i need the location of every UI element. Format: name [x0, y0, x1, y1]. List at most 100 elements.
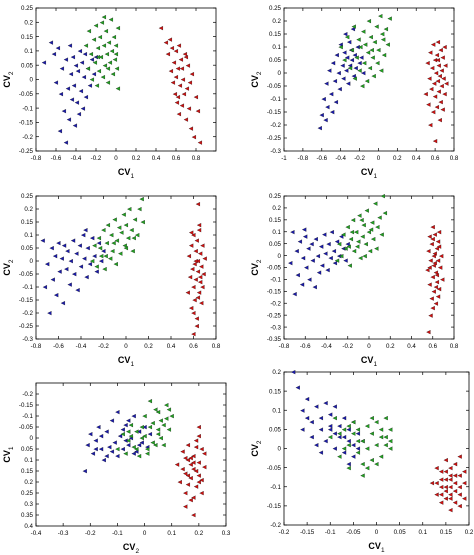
data-point: ◄ — [101, 14, 107, 21]
x-tick-label: -0.8 — [31, 343, 42, 350]
y-tick-label: -0.25 — [19, 148, 34, 155]
data-point: ◄ — [44, 261, 50, 268]
y-tick-label: -0.15 — [19, 402, 34, 409]
data-point: ◄ — [185, 457, 191, 464]
data-point: ◄ — [371, 39, 377, 46]
data-point: ◄ — [196, 424, 202, 431]
data-point: ◄ — [63, 266, 69, 273]
data-point: ◄ — [168, 68, 174, 75]
data-point: ◄ — [341, 49, 347, 56]
series-1: ◄◄◄◄◄◄◄◄◄◄◄◄◄◄◄◄◄◄◄◄◄◄◄◄◄◄◄◄◄◄◄◄◄◄◄ — [290, 369, 366, 468]
y-tick-label: 0.3 — [24, 501, 33, 508]
data-point: ◄ — [424, 60, 430, 67]
data-point: ◄ — [337, 42, 343, 49]
data-point: ◄ — [433, 284, 439, 291]
y-tick-label: 0.05 — [21, 62, 34, 69]
data-point: ◄ — [100, 74, 106, 81]
data-point: ◄ — [356, 60, 362, 67]
data-point: ◄ — [147, 424, 153, 431]
data-point: ◄ — [345, 81, 351, 88]
data-point: ◄ — [202, 256, 208, 263]
data-point: ◄ — [353, 229, 359, 236]
data-point: ◄ — [149, 420, 155, 427]
data-point: ◄ — [341, 57, 347, 64]
data-point: ◄ — [378, 434, 384, 441]
data-point: ◄ — [123, 245, 129, 252]
y-tick-label: -0.05 — [19, 91, 34, 98]
data-point: ◄ — [89, 77, 95, 84]
data-point: ◄ — [73, 250, 79, 257]
data-point: ◄ — [347, 65, 353, 72]
data-point: ◄ — [347, 62, 353, 69]
data-point: ◄ — [190, 284, 196, 291]
data-point: ◄ — [336, 453, 342, 460]
data-point: ◄ — [177, 82, 183, 89]
y-tick-label: 0.2 — [272, 18, 281, 25]
y-axis-label: CV2 — [250, 259, 263, 276]
series-2: ◄◄◄◄◄◄◄◄◄◄◄◄◄◄◄◄◄◄◄◄◄◄◄◄◄◄◄◄◄◄◄◄◄◄◄ — [114, 398, 175, 460]
data-point: ◄ — [94, 263, 100, 270]
data-point: ◄ — [431, 289, 437, 296]
data-point: ◄ — [191, 261, 197, 268]
data-point: ◄ — [429, 480, 435, 487]
data-point: ◄ — [77, 243, 83, 250]
y-tick-label: -0.2 — [270, 522, 281, 529]
y-tick-label: 0.2 — [24, 206, 33, 213]
data-point: ◄ — [332, 404, 338, 411]
data-point: ◄ — [316, 269, 322, 276]
data-point: ◄ — [95, 424, 101, 431]
data-point: ◄ — [438, 99, 444, 106]
data-point: ◄ — [447, 495, 453, 502]
data-point: ◄ — [188, 125, 194, 132]
x-tick-label: 0 — [114, 155, 118, 162]
data-point: ◄ — [198, 446, 204, 453]
data-point: ◄ — [101, 457, 107, 464]
data-point: ◄ — [313, 236, 319, 243]
data-point: ◄ — [354, 44, 360, 51]
data-point: ◄ — [366, 18, 372, 25]
y-tick-label: 0.1 — [272, 44, 281, 51]
data-point: ◄ — [196, 473, 202, 480]
x-tick-label: -0.05 — [346, 529, 361, 536]
data-point: ◄ — [361, 60, 367, 67]
data-point: ◄ — [113, 51, 119, 58]
series-3: ◄◄◄◄◄◄◄◄◄◄◄◄◄◄◄◄◄◄◄◄◄◄◄◄◄◄◄◄◄◄◄◄◄◄◄ — [424, 224, 446, 336]
data-point: ◄ — [55, 45, 61, 52]
x-tick-label: 0.2 — [393, 155, 402, 162]
data-point: ◄ — [436, 88, 442, 95]
data-point: ◄ — [134, 232, 140, 239]
data-point: ◄ — [133, 429, 139, 436]
data-point: ◄ — [432, 250, 438, 257]
data-point: ◄ — [326, 68, 332, 75]
data-point: ◄ — [109, 248, 115, 255]
data-point: ◄ — [348, 47, 354, 54]
data-point: ◄ — [66, 117, 72, 124]
data-point: ◄ — [332, 415, 338, 422]
data-point: ◄ — [289, 229, 295, 236]
data-point: ◄ — [357, 44, 363, 51]
data-point: ◄ — [139, 424, 145, 431]
data-point: ◄ — [185, 442, 191, 449]
data-point: ◄ — [105, 80, 111, 87]
y-tick-label: -0.2 — [270, 300, 281, 307]
data-point: ◄ — [360, 70, 366, 77]
y-tick-label: -0.2 — [22, 391, 33, 398]
data-point: ◄ — [84, 442, 90, 449]
y-axis-label: CV2 — [250, 71, 263, 88]
data-point: ◄ — [346, 39, 352, 46]
data-point: ◄ — [324, 104, 330, 111]
data-point: ◄ — [370, 55, 376, 62]
data-point: ◄ — [447, 476, 453, 483]
data-point: ◄ — [435, 293, 441, 300]
series-2: ◄◄◄◄◄◄◄◄◄◄◄◄◄◄◄◄◄◄◄◄◄◄◄◄◄◄◄◄◄◄◄◄◄◄◄ — [337, 13, 393, 90]
data-point: ◄ — [350, 217, 356, 224]
data-point: ◄ — [438, 499, 444, 506]
data-point: ◄ — [199, 243, 205, 250]
y-axis-label: CV2 — [2, 71, 15, 88]
data-point: ◄ — [320, 96, 326, 103]
data-point: ◄ — [195, 108, 201, 115]
data-point: ◄ — [139, 196, 145, 203]
data-point: ◄ — [304, 396, 310, 403]
data-point: ◄ — [364, 423, 370, 430]
data-point: ◄ — [109, 418, 115, 425]
